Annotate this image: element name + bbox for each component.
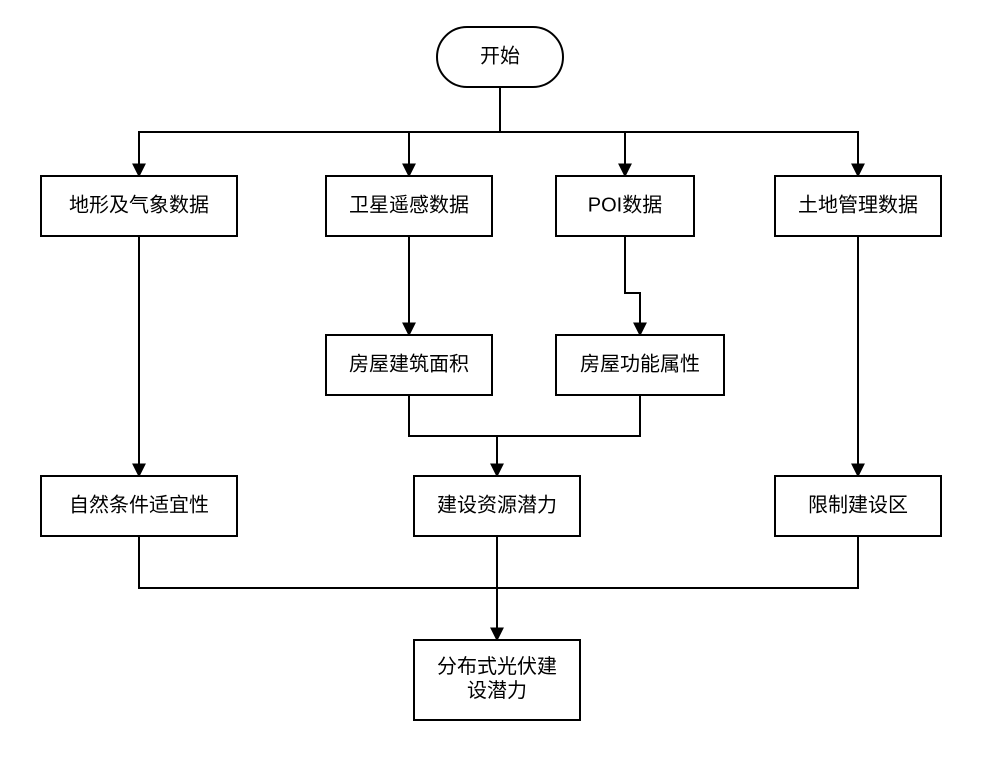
node-final: 分布式光伏建设潜力 xyxy=(414,640,580,720)
node-poi: POI数据 xyxy=(556,176,694,236)
node-start-label: 开始 xyxy=(480,44,520,67)
edge-start-to-land xyxy=(500,87,858,176)
node-terrain: 地形及气象数据 xyxy=(41,176,237,236)
node-potres-label: 建设资源潜力 xyxy=(437,493,557,516)
node-potres: 建设资源潜力 xyxy=(414,476,580,536)
node-sat-label: 卫星遥感数据 xyxy=(349,193,469,216)
node-sat: 卫星遥感数据 xyxy=(326,176,492,236)
node-limit: 限制建设区 xyxy=(775,476,941,536)
node-limit-label: 限制建设区 xyxy=(808,493,908,516)
node-area-label: 房屋建筑面积 xyxy=(349,352,469,375)
node-natural: 自然条件适宜性 xyxy=(41,476,237,536)
node-func-label: 房屋功能属性 xyxy=(580,352,700,375)
node-func: 房屋功能属性 xyxy=(556,335,724,395)
node-land: 土地管理数据 xyxy=(775,176,941,236)
edge-func-to-potres xyxy=(497,395,640,436)
node-start: 开始 xyxy=(437,27,563,87)
edge-limit-to-final xyxy=(497,536,858,588)
edge-natural-to-final xyxy=(139,536,497,640)
edge-area-to-potres xyxy=(409,395,497,476)
flowchart-canvas: 开始地形及气象数据 卫星遥感数据 POI数据 土地管理数据房屋建筑面积 房屋功能属性自然… xyxy=(0,0,1000,771)
node-poi-label: POI数据 xyxy=(588,193,662,216)
node-area: 房屋建筑面积 xyxy=(326,335,492,395)
edge-poi-to-func xyxy=(625,236,640,335)
edge-start-to-sat xyxy=(409,87,500,176)
node-natural-label: 自然条件适宜性 xyxy=(69,493,209,516)
node-terrain-label: 地形及气象数据 xyxy=(69,193,209,216)
node-land-label: 土地管理数据 xyxy=(798,193,918,216)
